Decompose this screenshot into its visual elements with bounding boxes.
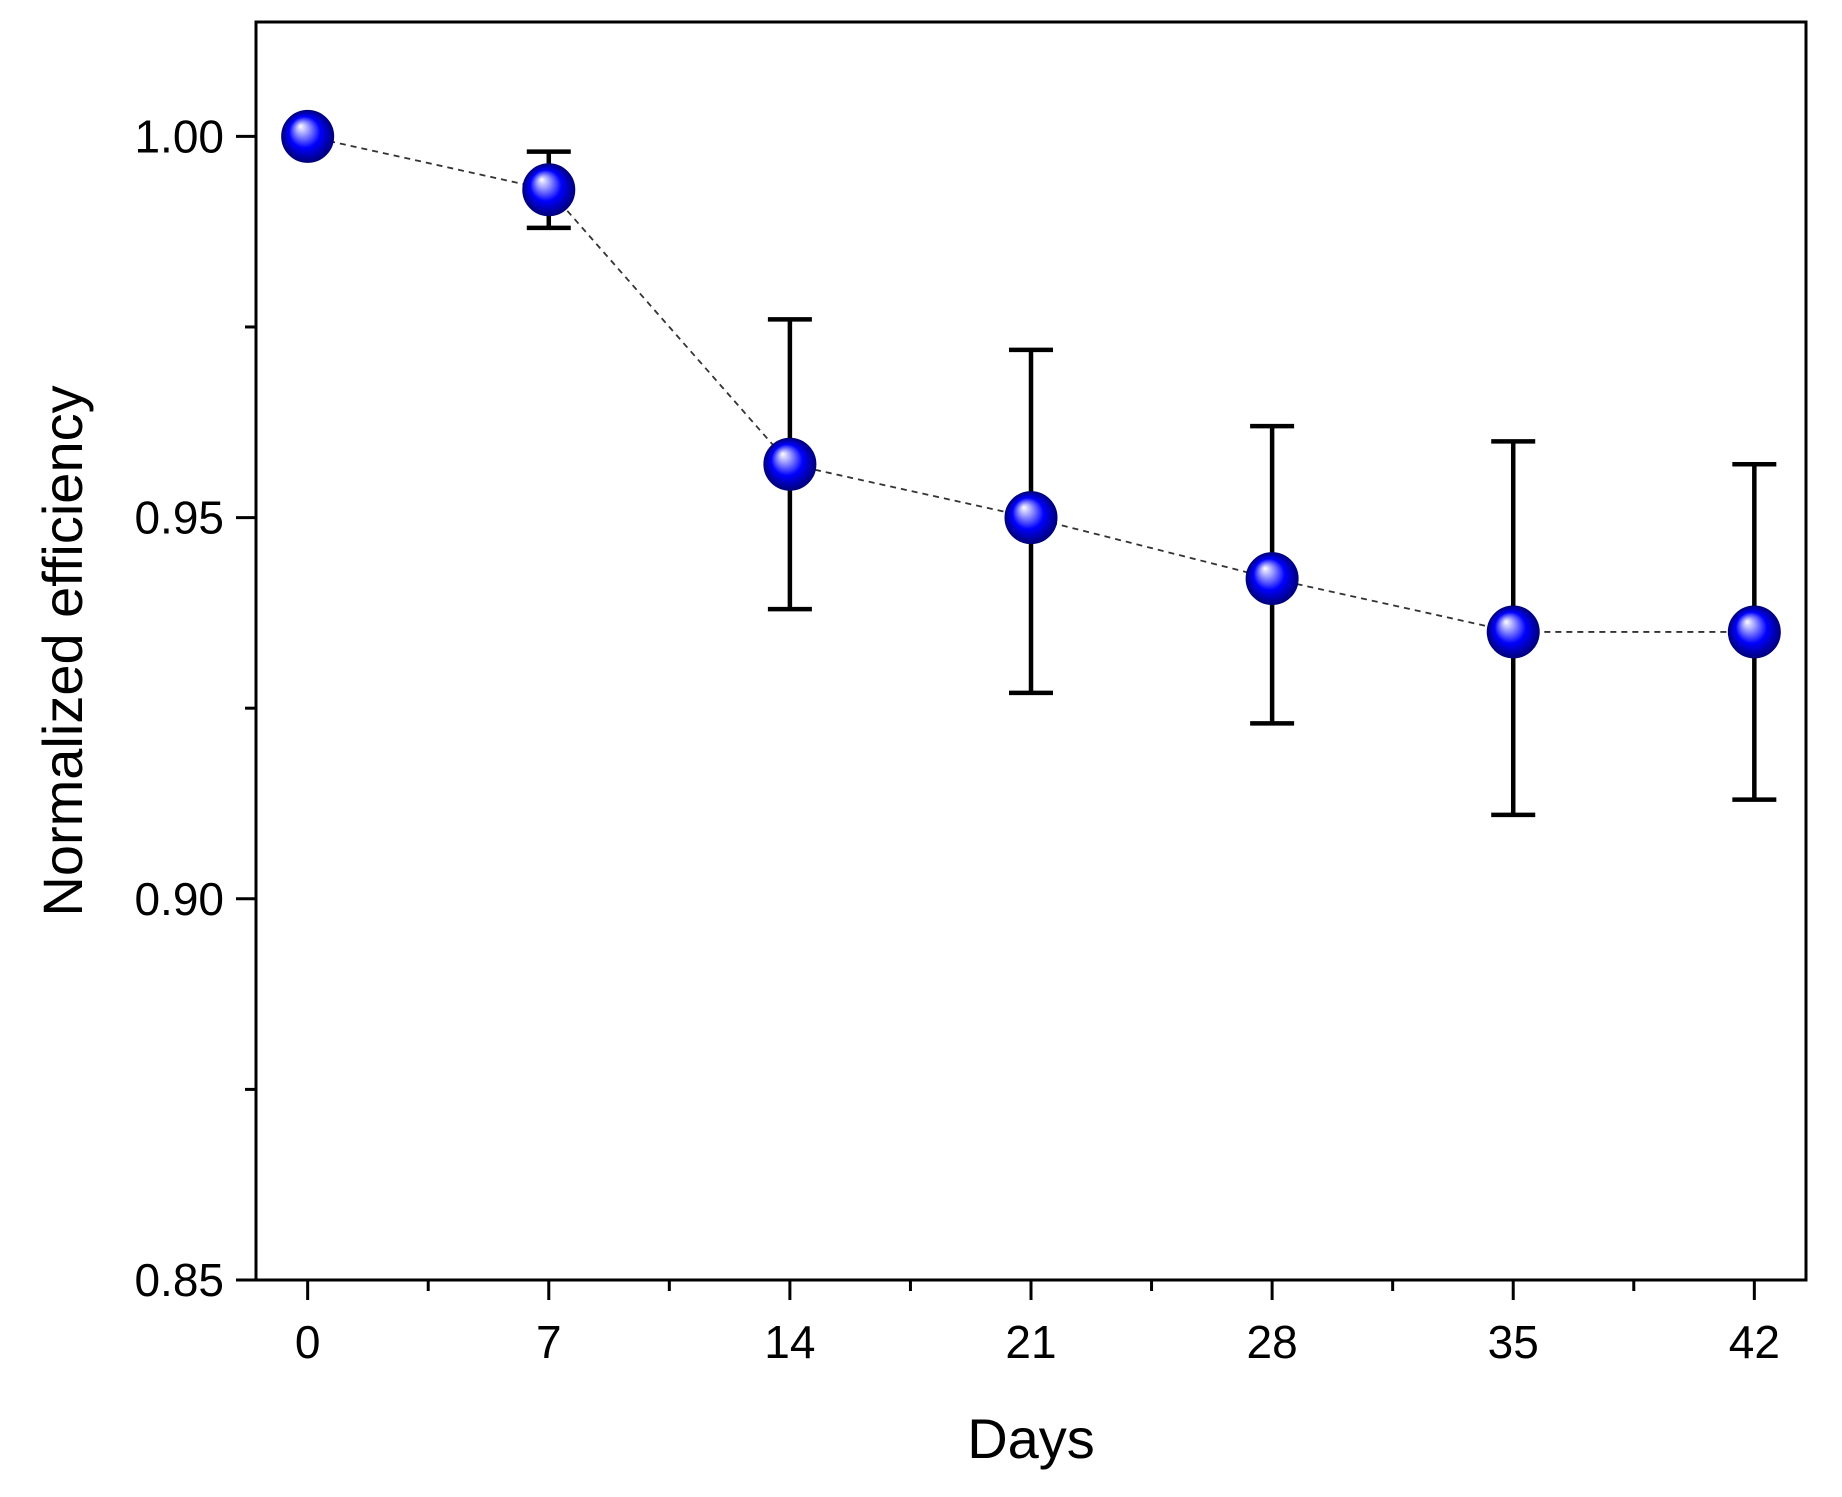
plot-frame (254, 20, 1808, 1282)
y-tick-label: 0.95 (134, 492, 224, 544)
y-tick-label: 0.90 (134, 873, 224, 925)
data-point (1486, 605, 1540, 659)
x-tick-label: 0 (295, 1316, 321, 1368)
x-axis-title: Days (967, 1407, 1095, 1470)
data-point (281, 109, 335, 163)
data-point (763, 437, 817, 491)
x-tick-label: 35 (1488, 1316, 1539, 1368)
y-tick-label: 0.85 (134, 1254, 224, 1306)
x-tick-label: 42 (1729, 1316, 1780, 1368)
y-axis-title: Normalized efficiency (31, 385, 94, 916)
data-point (522, 163, 576, 217)
data-point (1004, 491, 1058, 545)
data-point (1727, 605, 1781, 659)
y-tick-label: 1.00 (134, 110, 224, 162)
x-tick-label: 28 (1247, 1316, 1298, 1368)
x-tick-label: 14 (764, 1316, 815, 1368)
x-tick-label: 21 (1005, 1316, 1056, 1368)
data-point (1245, 552, 1299, 606)
x-tick-label: 7 (536, 1316, 562, 1368)
